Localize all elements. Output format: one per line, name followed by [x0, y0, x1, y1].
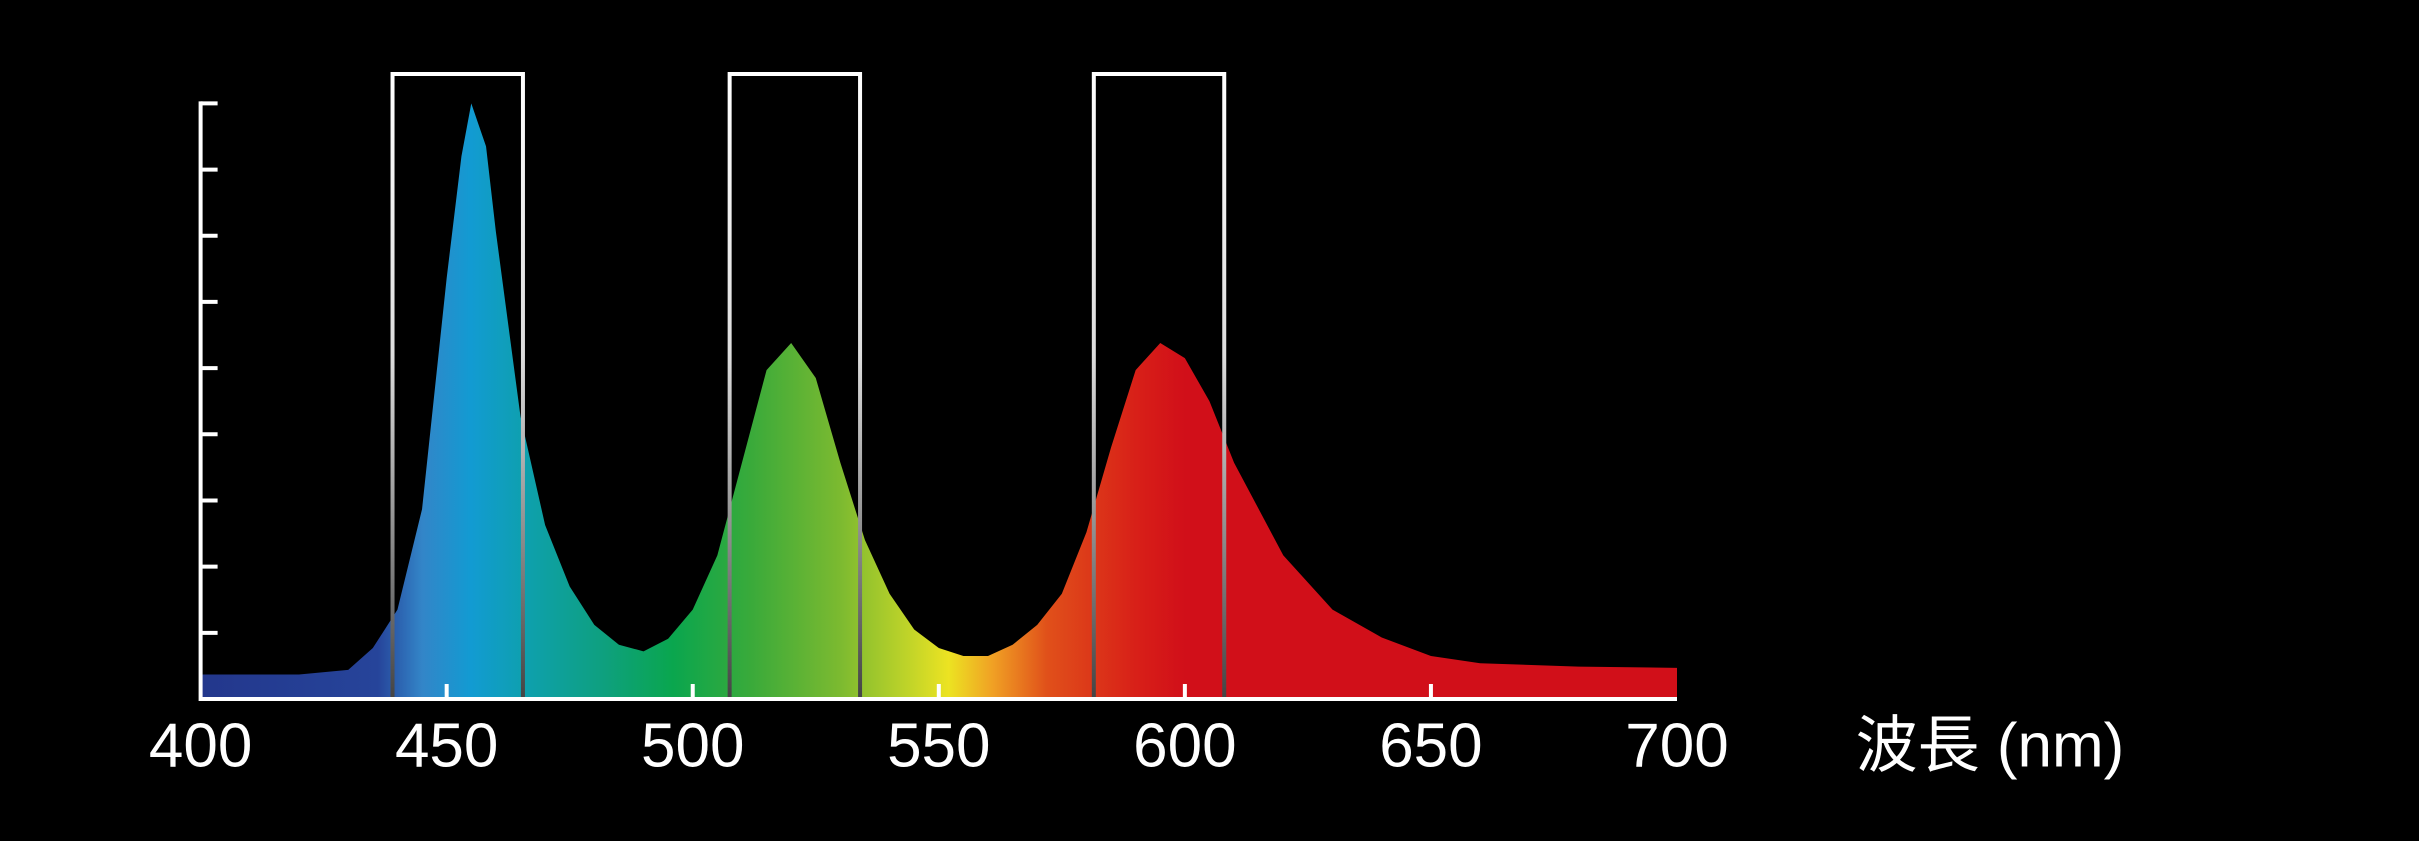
x-tick-label: 450 — [395, 711, 498, 780]
x-tick-label: 400 — [149, 711, 252, 780]
x-tick-label: 500 — [641, 711, 744, 780]
x-axis-label: 波長 (nm) — [1856, 711, 2125, 780]
x-tick-label: 600 — [1133, 711, 1236, 780]
x-tick-label: 700 — [1625, 711, 1728, 780]
spectrum-area — [200, 103, 1678, 699]
x-tick-label: 550 — [887, 711, 990, 780]
x-tick-label: 650 — [1379, 711, 1482, 780]
